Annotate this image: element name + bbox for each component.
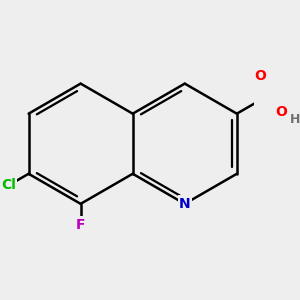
Text: N: N — [179, 197, 190, 211]
Text: Cl: Cl — [1, 178, 16, 192]
Text: O: O — [254, 69, 266, 83]
Text: O: O — [275, 105, 287, 119]
Text: H: H — [290, 113, 300, 126]
Text: F: F — [76, 218, 86, 232]
